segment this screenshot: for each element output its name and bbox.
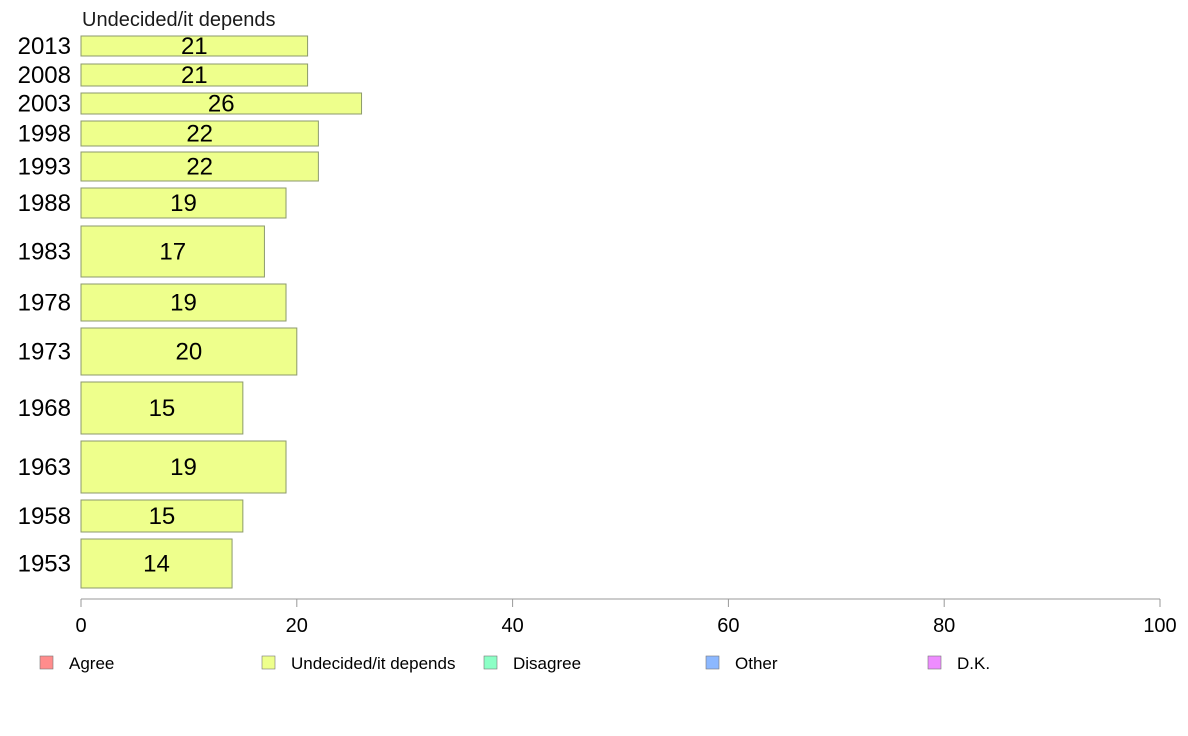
x-axis: 0 20 40 60 80 100	[75, 598, 1177, 637]
bar	[80, 187, 287, 219]
y-tick-label: 1978	[18, 290, 71, 317]
bar	[80, 225, 265, 278]
legend-label: Disagree	[513, 654, 581, 673]
bar	[80, 499, 244, 533]
bar	[80, 92, 363, 115]
bar-data-label: 15	[149, 395, 176, 422]
x-tick-label: 80	[933, 615, 955, 637]
legend-label: Other	[735, 654, 778, 673]
x-tick-label: 40	[501, 615, 523, 637]
y-tick-label: 1958	[18, 503, 71, 530]
bar-data-label: 19	[170, 454, 197, 481]
x-tick-label: 100	[1143, 615, 1176, 637]
bar-data-label: 20	[176, 339, 203, 366]
bar	[80, 538, 233, 589]
bar-data-label: 14	[143, 551, 170, 578]
bar	[80, 120, 319, 147]
y-tick-label: 1973	[18, 339, 71, 366]
bar-data-label: 19	[170, 290, 197, 317]
y-tick-label: 2013	[18, 33, 71, 60]
y-tick-label: 1968	[18, 395, 71, 422]
legend: Agree Undecided/it depends Disagree Other D.…	[39, 654, 990, 673]
bar	[80, 63, 309, 87]
y-tick-label: 1993	[18, 154, 71, 181]
bar	[80, 327, 298, 376]
bar-data-label: 19	[170, 190, 197, 217]
x-tick-label: 0	[75, 615, 86, 637]
y-tick-label: 1963	[18, 454, 71, 481]
chart-title: Undecided/it depends	[82, 9, 275, 31]
y-tick-label: 1953	[18, 551, 71, 578]
legend-swatch	[39, 655, 54, 670]
x-tick-label: 60	[717, 615, 739, 637]
legend-label: D.K.	[957, 654, 990, 673]
bars-group: 2013 21 2008 21 2003 26 1998 22 1993 22 1988 19 1983…	[18, 33, 363, 589]
x-tick-label: 20	[286, 615, 308, 637]
y-tick-label: 1988	[18, 190, 71, 217]
y-tick-label: 1998	[18, 121, 71, 148]
legend-swatch	[261, 655, 276, 670]
bar	[80, 283, 287, 322]
bar-data-label: 21	[181, 33, 208, 60]
bar	[80, 35, 309, 57]
y-tick-label: 2008	[18, 62, 71, 89]
bar	[80, 151, 319, 182]
y-tick-label: 2003	[18, 91, 71, 118]
bar	[80, 440, 287, 494]
y-tick-label: 1983	[18, 239, 71, 266]
bar-data-label: 22	[186, 121, 213, 148]
bar-data-label: 15	[149, 503, 176, 530]
legend-label: Agree	[69, 654, 114, 673]
bar-data-label: 26	[208, 91, 235, 118]
bar-data-label: 22	[186, 154, 213, 181]
legend-label: Undecided/it depends	[291, 654, 455, 673]
legend-swatch	[705, 655, 720, 670]
bar	[80, 381, 244, 435]
legend-swatch	[927, 655, 942, 670]
bar-data-label: 17	[159, 239, 186, 266]
bar-data-label: 21	[181, 62, 208, 89]
legend-swatch	[483, 655, 498, 670]
